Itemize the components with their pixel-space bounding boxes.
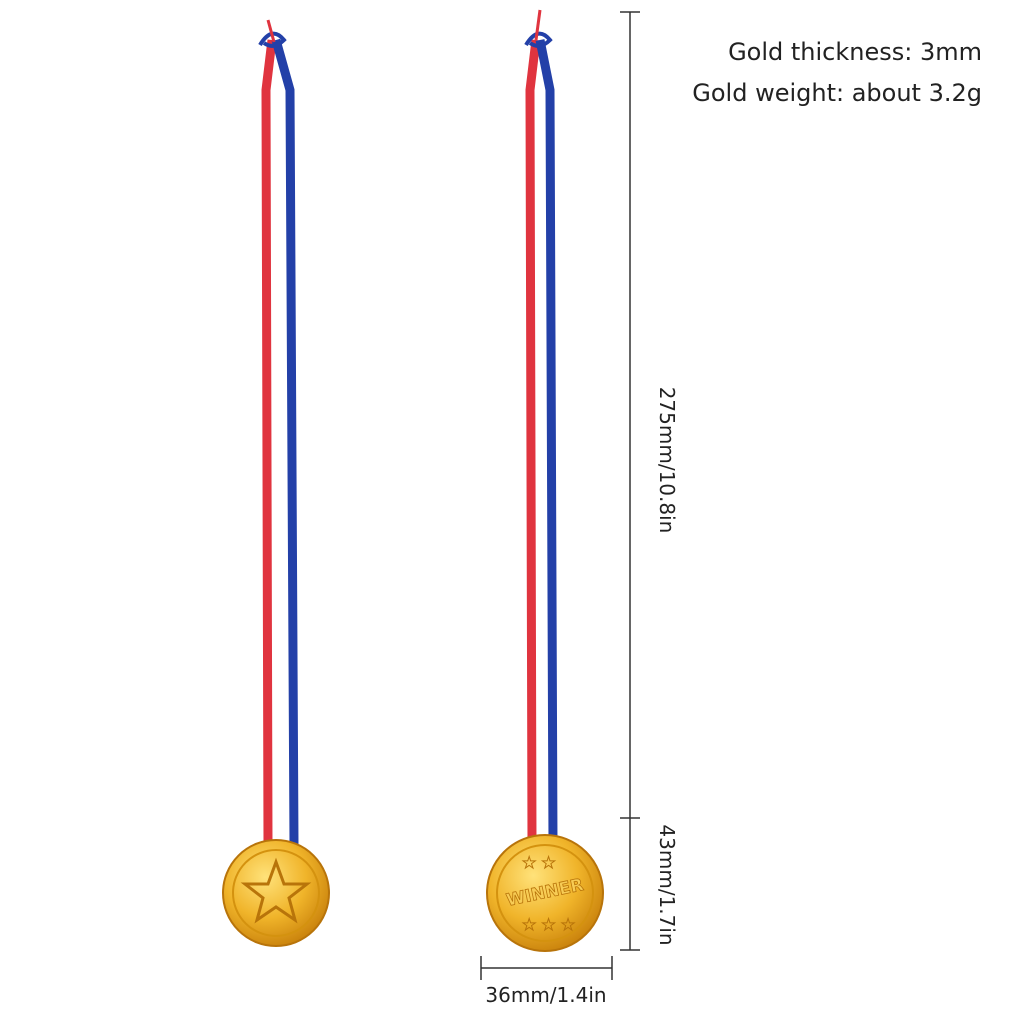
dimension-lines bbox=[480, 11, 640, 980]
height-label: 43mm/1.7in bbox=[655, 824, 679, 945]
length-label: 275mm/10.8in bbox=[655, 387, 679, 534]
spec-line: Gold weight: about 3.2g bbox=[692, 79, 982, 107]
width-label: 36mm/1.4in bbox=[485, 983, 606, 1007]
svg-text:★ ★: ★ ★ bbox=[522, 853, 556, 872]
right-ribbon bbox=[524, 9, 558, 846]
left-ribbon bbox=[258, 19, 299, 846]
star-medal bbox=[222, 839, 330, 947]
spec-line: Gold thickness: 3mm bbox=[728, 38, 982, 66]
svg-text:★ ★ ★: ★ ★ ★ bbox=[522, 915, 575, 934]
winner-medal: WINNER ★ ★ ★ ★ ★ bbox=[486, 834, 604, 952]
